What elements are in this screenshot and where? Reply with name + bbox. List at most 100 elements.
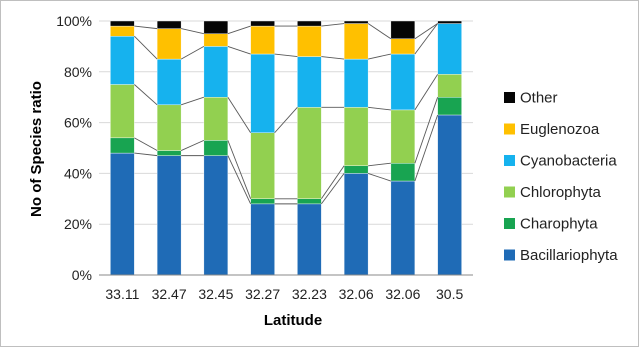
legend-item: Cyanobacteria <box>504 153 617 170</box>
series-line <box>414 74 439 111</box>
legend-label: Other <box>520 90 558 107</box>
series-line <box>227 140 252 199</box>
bar-segment <box>437 20 462 24</box>
legend-swatch <box>504 249 515 261</box>
y-tick-label: 0% <box>72 267 92 283</box>
bar-segment <box>203 46 229 98</box>
legend-label: Euglenozoa <box>520 121 600 138</box>
x-axis-ticks: 33.11 32.47 32.45 32.27 32.23 32.06 32.06 30.5 <box>105 286 463 302</box>
series-line <box>367 172 392 182</box>
bar-segment <box>297 56 322 108</box>
x-tick-label: 32.47 <box>152 286 187 302</box>
series-line <box>321 173 345 205</box>
series-line <box>414 97 439 164</box>
y-tick-label: 20% <box>64 216 92 232</box>
legend-label: Charophyta <box>520 216 598 233</box>
legend-swatch <box>504 218 515 229</box>
series-line <box>321 165 345 200</box>
bar-segment <box>390 20 416 39</box>
series-line <box>134 25 158 30</box>
x-tick-label: 32.06 <box>339 286 374 302</box>
legend-item: Euglenozoa <box>504 121 600 138</box>
legend-label: Cyanobacteria <box>520 153 617 170</box>
y-tick-label: 80% <box>64 64 92 80</box>
x-tick-label: 33.11 <box>105 286 139 302</box>
x-tick-label: 32.23 <box>292 286 327 302</box>
series-line <box>321 56 345 60</box>
legend-item: Other <box>504 90 558 107</box>
bar-segment <box>343 107 369 166</box>
bar-segment <box>297 107 322 200</box>
bar-segment <box>110 152 135 276</box>
bar-segment <box>110 137 135 154</box>
bar-segment <box>437 23 462 75</box>
bar-segment <box>203 155 229 276</box>
bar-segment <box>250 132 275 199</box>
x-tick-label: 32.06 <box>385 286 420 302</box>
y-tick-label: 60% <box>64 115 92 131</box>
y-axis-title: No of Species ratio <box>28 81 45 217</box>
bar-segment <box>203 96 229 141</box>
legend-label: Bacillariophyta <box>520 247 618 264</box>
bar-segment <box>437 96 462 116</box>
bar-segment <box>203 140 229 156</box>
bar-segment <box>156 28 182 60</box>
legend-swatch <box>504 155 515 166</box>
bar-segment <box>156 58 182 106</box>
series-line <box>180 96 205 106</box>
bar-segment <box>437 74 462 98</box>
bar-segment <box>390 180 416 276</box>
series-line <box>180 46 205 60</box>
bar-segment <box>390 53 416 111</box>
bar-segment <box>437 114 462 276</box>
bar-segment <box>343 58 369 108</box>
legend-swatch <box>504 123 515 135</box>
series-line <box>227 25 251 35</box>
bar-segment <box>110 84 135 139</box>
bar-segment <box>203 33 229 47</box>
legend-item: Chlorophyta <box>504 184 602 201</box>
bar-segment <box>390 163 416 182</box>
series-line <box>274 53 298 58</box>
series-line <box>227 96 252 134</box>
bar-segment <box>156 20 182 29</box>
legend-item: Charophyta <box>504 216 598 233</box>
y-tick-label: 100% <box>56 13 92 29</box>
bar-segment <box>203 20 229 34</box>
bar-segment <box>110 25 135 37</box>
series-line <box>180 139 205 151</box>
series-line <box>274 107 298 134</box>
series-line <box>134 152 158 157</box>
bar-segment <box>343 173 369 276</box>
bar-segment <box>297 203 322 276</box>
bar-segment <box>390 38 416 55</box>
series-line <box>414 23 438 55</box>
x-tick-label: 30.5 <box>436 286 463 302</box>
series-line <box>227 155 252 205</box>
series-line <box>134 35 158 60</box>
legend-swatch <box>504 92 515 103</box>
x-tick-label: 32.45 <box>198 286 233 302</box>
bar-segment <box>156 150 182 156</box>
y-tick-label: 40% <box>64 165 92 181</box>
series-connector-lines <box>134 23 439 205</box>
series-line <box>181 28 204 35</box>
bar-segment <box>250 203 275 276</box>
series-line <box>227 45 251 55</box>
bar-segment <box>343 20 369 24</box>
bar-segment <box>297 198 322 205</box>
bar-segment <box>250 25 275 55</box>
bar-segment <box>297 20 322 27</box>
bar-segment <box>343 165 369 174</box>
legend-item: Bacillariophyta <box>504 247 618 264</box>
series-line <box>367 23 392 40</box>
series-line <box>414 23 438 40</box>
bar-segment <box>156 104 182 151</box>
bars <box>110 20 462 276</box>
series-line <box>368 106 391 111</box>
x-axis-title: Latitude <box>264 312 322 329</box>
bar-segment <box>110 36 135 85</box>
series-line <box>321 23 345 27</box>
legend-label: Chlorophyta <box>520 184 602 201</box>
